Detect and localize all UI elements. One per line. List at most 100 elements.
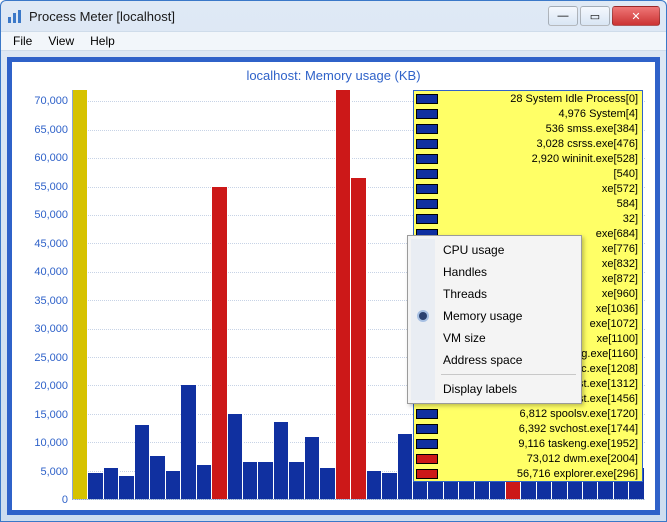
context-menu-label: Display labels (443, 382, 517, 396)
legend-row[interactable]: 32] (414, 211, 642, 226)
legend-row[interactable]: 536 smss.exe[384] (414, 121, 642, 136)
client-area: localhost: Memory usage (KB) 0 5,000 10,00… (7, 57, 660, 515)
bar[interactable] (305, 437, 320, 499)
legend-label: 73,012 dwm.exe[2004] (442, 452, 638, 466)
legend-swatch (416, 469, 438, 479)
window-title: Process Meter [localhost] (29, 9, 548, 24)
bar[interactable] (73, 90, 88, 499)
bar[interactable] (258, 462, 273, 499)
bar[interactable] (351, 178, 366, 499)
window-buttons: — ▭ ✕ (548, 6, 660, 26)
bar[interactable] (181, 385, 196, 499)
bar[interactable] (382, 473, 397, 499)
bar[interactable] (274, 422, 289, 499)
menu-view[interactable]: View (40, 32, 82, 50)
bar[interactable] (119, 476, 134, 499)
context-menu-label: CPU usage (443, 243, 504, 257)
legend-row[interactable]: 73,012 dwm.exe[2004] (414, 451, 642, 466)
context-menu-item[interactable]: Threads (411, 283, 578, 305)
context-menu-separator (441, 374, 576, 375)
bar[interactable] (104, 468, 119, 499)
bar[interactable] (197, 465, 212, 499)
legend-row[interactable]: 2,920 wininit.exe[528] (414, 151, 642, 166)
bar[interactable] (212, 187, 227, 499)
legend-label: 3,028 csrss.exe[476] (442, 137, 638, 151)
bar[interactable] (398, 434, 413, 499)
y-tick-label: 0 (62, 494, 68, 506)
legend-label: 32] (442, 212, 638, 226)
bar[interactable] (88, 473, 103, 499)
context-menu-label: VM size (443, 331, 486, 345)
legend-row[interactable]: 6,812 spoolsv.exe[1720] (414, 406, 642, 421)
bar[interactable] (135, 425, 150, 499)
legend-swatch (416, 109, 438, 119)
legend-label: 56,716 explorer.exe[296] (442, 467, 638, 481)
y-tick-label: 60,000 (34, 152, 68, 164)
bar[interactable] (166, 471, 181, 499)
context-menu: CPU usage HandlesThreads Memory usage VM si… (407, 235, 582, 404)
bar[interactable] (336, 90, 351, 499)
legend-row[interactable]: 56,716 explorer.exe[296] (414, 466, 642, 481)
legend-row[interactable]: xe[572] (414, 181, 642, 196)
gridline (73, 499, 645, 500)
legend-label: [540] (442, 167, 638, 181)
legend-row[interactable]: 28 System Idle Process[0] (414, 91, 642, 106)
legend-label: 4,976 System[4] (442, 107, 638, 121)
menu-help[interactable]: Help (82, 32, 123, 50)
legend-swatch (416, 214, 438, 224)
bar[interactable] (243, 462, 258, 499)
y-tick-label: 35,000 (34, 295, 68, 307)
y-tick-label: 40,000 (34, 266, 68, 278)
legend-swatch (416, 154, 438, 164)
legend-label: 6,392 svchost.exe[1744] (442, 422, 638, 436)
bar[interactable] (289, 462, 304, 499)
bar[interactable] (228, 414, 243, 499)
radio-checked-icon (419, 312, 427, 320)
context-menu-item[interactable]: Address space (411, 349, 578, 371)
y-tick-label: 50,000 (34, 209, 68, 221)
titlebar[interactable]: Process Meter [localhost] — ▭ ✕ (1, 1, 666, 31)
context-menu-item[interactable]: CPU usage (411, 239, 578, 261)
legend-label: 6,812 spoolsv.exe[1720] (442, 407, 638, 421)
y-tick-label: 10,000 (34, 437, 68, 449)
menubar: FileViewHelp (1, 31, 666, 51)
legend-label: 9,116 taskeng.exe[1952] (442, 437, 638, 451)
legend-swatch (416, 424, 438, 434)
chart-title: localhost: Memory usage (KB) (246, 68, 420, 83)
context-menu-label: Memory usage (443, 309, 522, 323)
y-tick-label: 20,000 (34, 380, 68, 392)
y-tick-label: 55,000 (34, 181, 68, 193)
menu-file[interactable]: File (5, 32, 40, 50)
minimize-button[interactable]: — (548, 6, 578, 26)
legend-row[interactable]: 9,116 taskeng.exe[1952] (414, 436, 642, 451)
legend-row[interactable]: 4,976 System[4] (414, 106, 642, 121)
close-button[interactable]: ✕ (612, 6, 660, 26)
legend-row[interactable]: [540] (414, 166, 642, 181)
legend-label: 536 smss.exe[384] (442, 122, 638, 136)
legend-row[interactable]: 584] (414, 196, 642, 211)
context-menu-label: Address space (443, 353, 522, 367)
maximize-button[interactable]: ▭ (580, 6, 610, 26)
bar[interactable] (150, 456, 165, 499)
bar[interactable] (367, 471, 382, 499)
legend-label: 584] (442, 197, 638, 211)
y-tick-label: 45,000 (34, 238, 68, 250)
legend-label: xe[572] (442, 182, 638, 196)
y-tick-label: 25,000 (34, 352, 68, 364)
context-menu-item[interactable]: VM size (411, 327, 578, 349)
context-menu-item[interactable]: Memory usage (411, 305, 578, 327)
y-tick-label: 30,000 (34, 323, 68, 335)
y-axis: 05,00010,00015,00020,00025,00030,00035,0… (22, 90, 72, 500)
bar[interactable] (320, 468, 335, 499)
legend-swatch (416, 454, 438, 464)
legend-label: 2,920 wininit.exe[528] (442, 152, 638, 166)
y-tick-label: 15,000 (34, 409, 68, 421)
legend-swatch (416, 124, 438, 134)
y-tick-label: 5,000 (40, 466, 68, 478)
legend-swatch (416, 184, 438, 194)
y-tick-label: 65,000 (34, 124, 68, 136)
legend-row[interactable]: 6,392 svchost.exe[1744] (414, 421, 642, 436)
context-menu-item[interactable]: Display labels (411, 378, 578, 400)
legend-row[interactable]: 3,028 csrss.exe[476] (414, 136, 642, 151)
context-menu-item[interactable]: Handles (411, 261, 578, 283)
